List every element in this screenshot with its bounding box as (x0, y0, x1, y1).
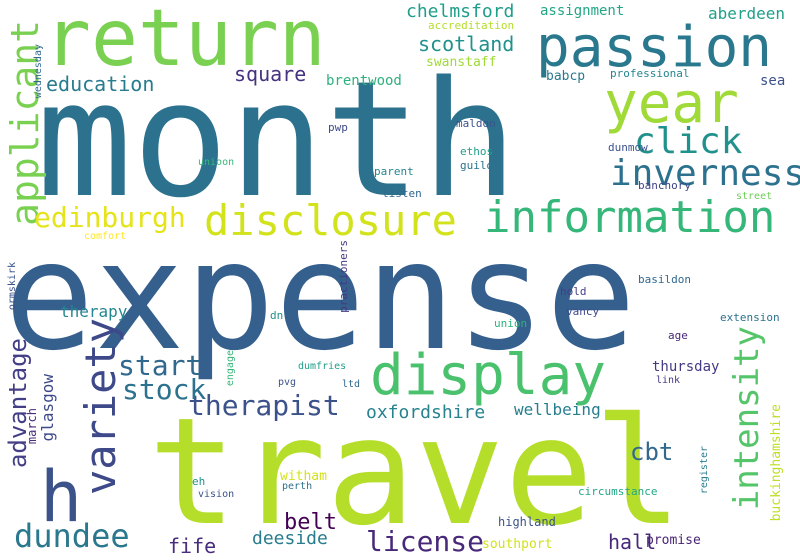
cloud-word: therapy (60, 302, 128, 321)
cloud-word: dundee (14, 517, 130, 555)
cloud-word: guild (460, 159, 494, 172)
cloud-word: hold (560, 285, 587, 298)
cloud-word: street (736, 191, 773, 202)
cloud-word: ltd (342, 379, 361, 390)
cloud-word: wednesday (33, 44, 44, 99)
cloud-word: link (656, 375, 681, 386)
cloud-word: sea (760, 73, 786, 89)
cloud-word: extension (720, 311, 780, 324)
cloud-word: accreditation (428, 19, 515, 32)
cloud-word: expense (4, 210, 637, 384)
cloud-word: license (366, 525, 485, 558)
cloud-word: advantage (4, 338, 32, 469)
cloud-word: basildon (638, 273, 691, 286)
cloud-word: union (494, 317, 528, 330)
cloud-word: glasgow (38, 374, 57, 442)
cloud-word: perth (282, 481, 313, 492)
cloud-word: inverness (610, 153, 800, 194)
cloud-word: march (25, 408, 39, 445)
cloud-word: circumstance (578, 485, 658, 498)
cloud-word: pwp (328, 121, 348, 134)
cloud-word: brentwood (326, 73, 402, 89)
cloud-word: month (36, 46, 518, 233)
cloud-word: dn (270, 309, 284, 322)
cloud-word: thursday (652, 359, 720, 375)
cloud-word: southport (482, 537, 553, 552)
cloud-word: professional (610, 67, 690, 80)
cloud-word: click (634, 121, 743, 162)
cloud-word: aberdeen (708, 4, 786, 23)
cloud-word: maldon (456, 117, 496, 130)
cloud-word: deeside (252, 528, 328, 549)
cloud-word: year (604, 71, 739, 136)
cloud-word: listen (382, 187, 422, 200)
cloud-word: passion (536, 15, 773, 80)
cloud-word: dunmow (608, 141, 648, 154)
cloud-word: banchory (638, 179, 691, 192)
cloud-word: swanstaff (426, 55, 497, 70)
cloud-word: education (46, 72, 155, 96)
cloud-word: h (40, 456, 83, 538)
cloud-word: unioon (198, 157, 235, 168)
cloud-word: wellbeing (514, 400, 601, 419)
cloud-word: eh (192, 475, 206, 488)
cloud-word: pvg (278, 377, 297, 388)
cloud-word: edinburgh (34, 201, 186, 234)
cloud-word: oxfordshire (366, 402, 486, 423)
cloud-word: dumfries (298, 361, 347, 372)
cloud-word: scotland (418, 32, 515, 56)
cloud-word: witham (280, 469, 327, 484)
cloud-word: register (699, 446, 710, 495)
cloud-word: ormskirk (7, 262, 18, 311)
cloud-word: stock (122, 373, 207, 406)
cloud-word: comfort (84, 231, 127, 242)
cloud-word: promise (646, 533, 701, 548)
cloud-word: babcp (546, 69, 586, 84)
cloud-word: travel (148, 386, 683, 558)
cloud-word: ethos (460, 145, 494, 158)
cloud-word: intensity (727, 326, 767, 511)
cloud-word: variety (76, 318, 125, 496)
cloud-word: vancy (566, 305, 600, 318)
cloud-word: start (118, 349, 203, 382)
cloud-word: practioners (337, 240, 350, 313)
cloud-word: highland (498, 515, 556, 529)
cloud-word: vision (198, 489, 235, 500)
cloud-word: parent (374, 165, 414, 178)
cloud-word: disclosure (204, 196, 457, 245)
cloud-word: information (484, 192, 776, 243)
cloud-word: return (44, 0, 326, 84)
cloud-word: fife (168, 534, 217, 558)
cloud-word: buckinghamshire (769, 404, 784, 522)
cloud-word: square (234, 62, 307, 86)
cloud-word: display (370, 343, 607, 408)
cloud-word: chelmsford (406, 1, 515, 22)
cloud-word: belt (284, 510, 337, 535)
cloud-word: age (668, 329, 688, 342)
cloud-word: hall (608, 530, 657, 554)
cloud-word: cbt (630, 438, 674, 466)
cloud-word: assignment (540, 3, 625, 19)
cloud-word: therapist (188, 389, 340, 422)
cloud-word: engage (225, 350, 236, 387)
